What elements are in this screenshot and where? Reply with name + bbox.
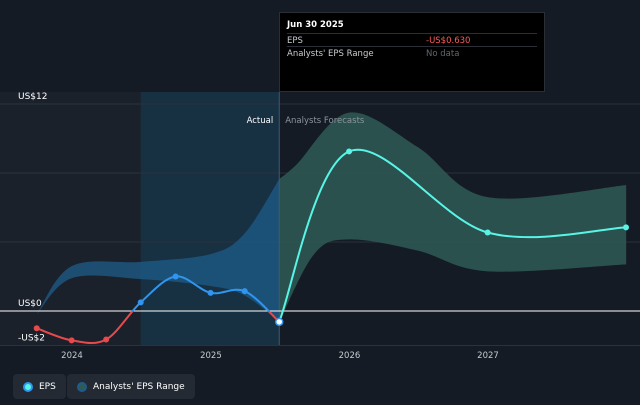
eps-point-6 xyxy=(241,288,248,295)
tooltip-range-value: No data xyxy=(426,49,460,59)
y-tick-label-2: -US$2 xyxy=(18,334,45,344)
x-tick-label-2: 2026 xyxy=(339,351,361,361)
eps-point-1 xyxy=(68,337,75,344)
y-tick-label-0: US$12 xyxy=(18,92,47,102)
forecast-point-2 xyxy=(623,224,629,231)
tooltip-row-range: Analysts' EPS Range No data xyxy=(287,46,537,60)
tooltip-range-label: Analysts' EPS Range xyxy=(287,49,374,59)
tooltip-panel: Jun 30 2025 EPS -US$0.630 Analysts' EPS … xyxy=(279,12,545,92)
forecast-point-1 xyxy=(484,229,491,236)
legend-range-label: Analysts' EPS Range xyxy=(93,381,185,392)
eps-point-4 xyxy=(172,273,179,280)
tooltip-eps-label: EPS xyxy=(287,36,303,46)
x-tick-label-1: 2025 xyxy=(200,351,222,361)
actual-label: Actual xyxy=(247,116,274,126)
tooltip-eps-value: -US$0.630 xyxy=(426,36,471,46)
eps-legend-icon xyxy=(23,381,33,392)
legend-eps-button[interactable]: EPS xyxy=(13,374,66,399)
eps-forecast-line xyxy=(278,148,627,323)
legend-range-button[interactable]: Analysts' EPS Range xyxy=(67,374,195,399)
x-tick-label-3: 2027 xyxy=(477,351,499,361)
tooltip-row-eps: EPS -US$0.630 xyxy=(287,33,537,47)
tooltip-date: Jun 30 2025 xyxy=(287,20,344,30)
legend-eps-label: EPS xyxy=(39,381,56,392)
eps-point-7 xyxy=(274,317,284,327)
eps-point-5 xyxy=(207,289,214,296)
range-band-forecast xyxy=(279,112,627,322)
range-band-past xyxy=(36,179,280,322)
eps-point-0 xyxy=(33,325,40,332)
range-legend-icon xyxy=(77,381,87,392)
x-tick-label-0: 2024 xyxy=(61,351,83,361)
forecast-label: Analysts Forecasts xyxy=(285,116,365,126)
forecast-point-0 xyxy=(346,148,353,155)
eps-point-2 xyxy=(103,336,110,343)
eps-point-3 xyxy=(137,299,144,306)
y-tick-label-1: US$0 xyxy=(18,299,42,309)
